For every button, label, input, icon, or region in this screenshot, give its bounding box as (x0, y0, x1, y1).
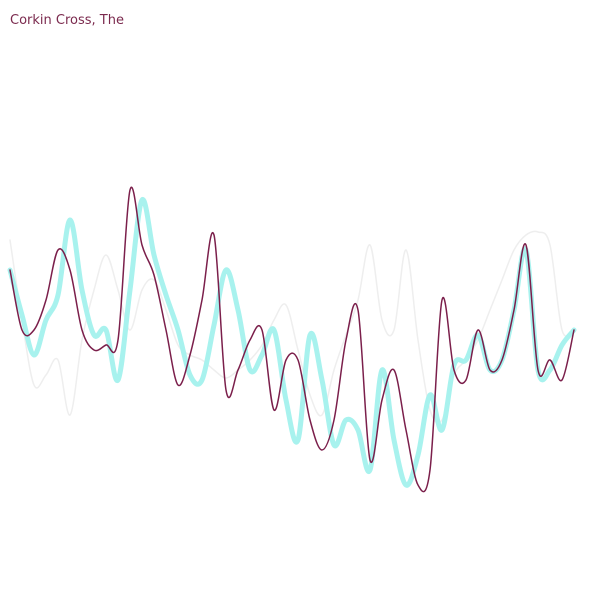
chart-title: Corkin Cross, The (10, 13, 124, 28)
line (9, 186, 575, 493)
line (7, 197, 577, 488)
line (9, 230, 575, 424)
